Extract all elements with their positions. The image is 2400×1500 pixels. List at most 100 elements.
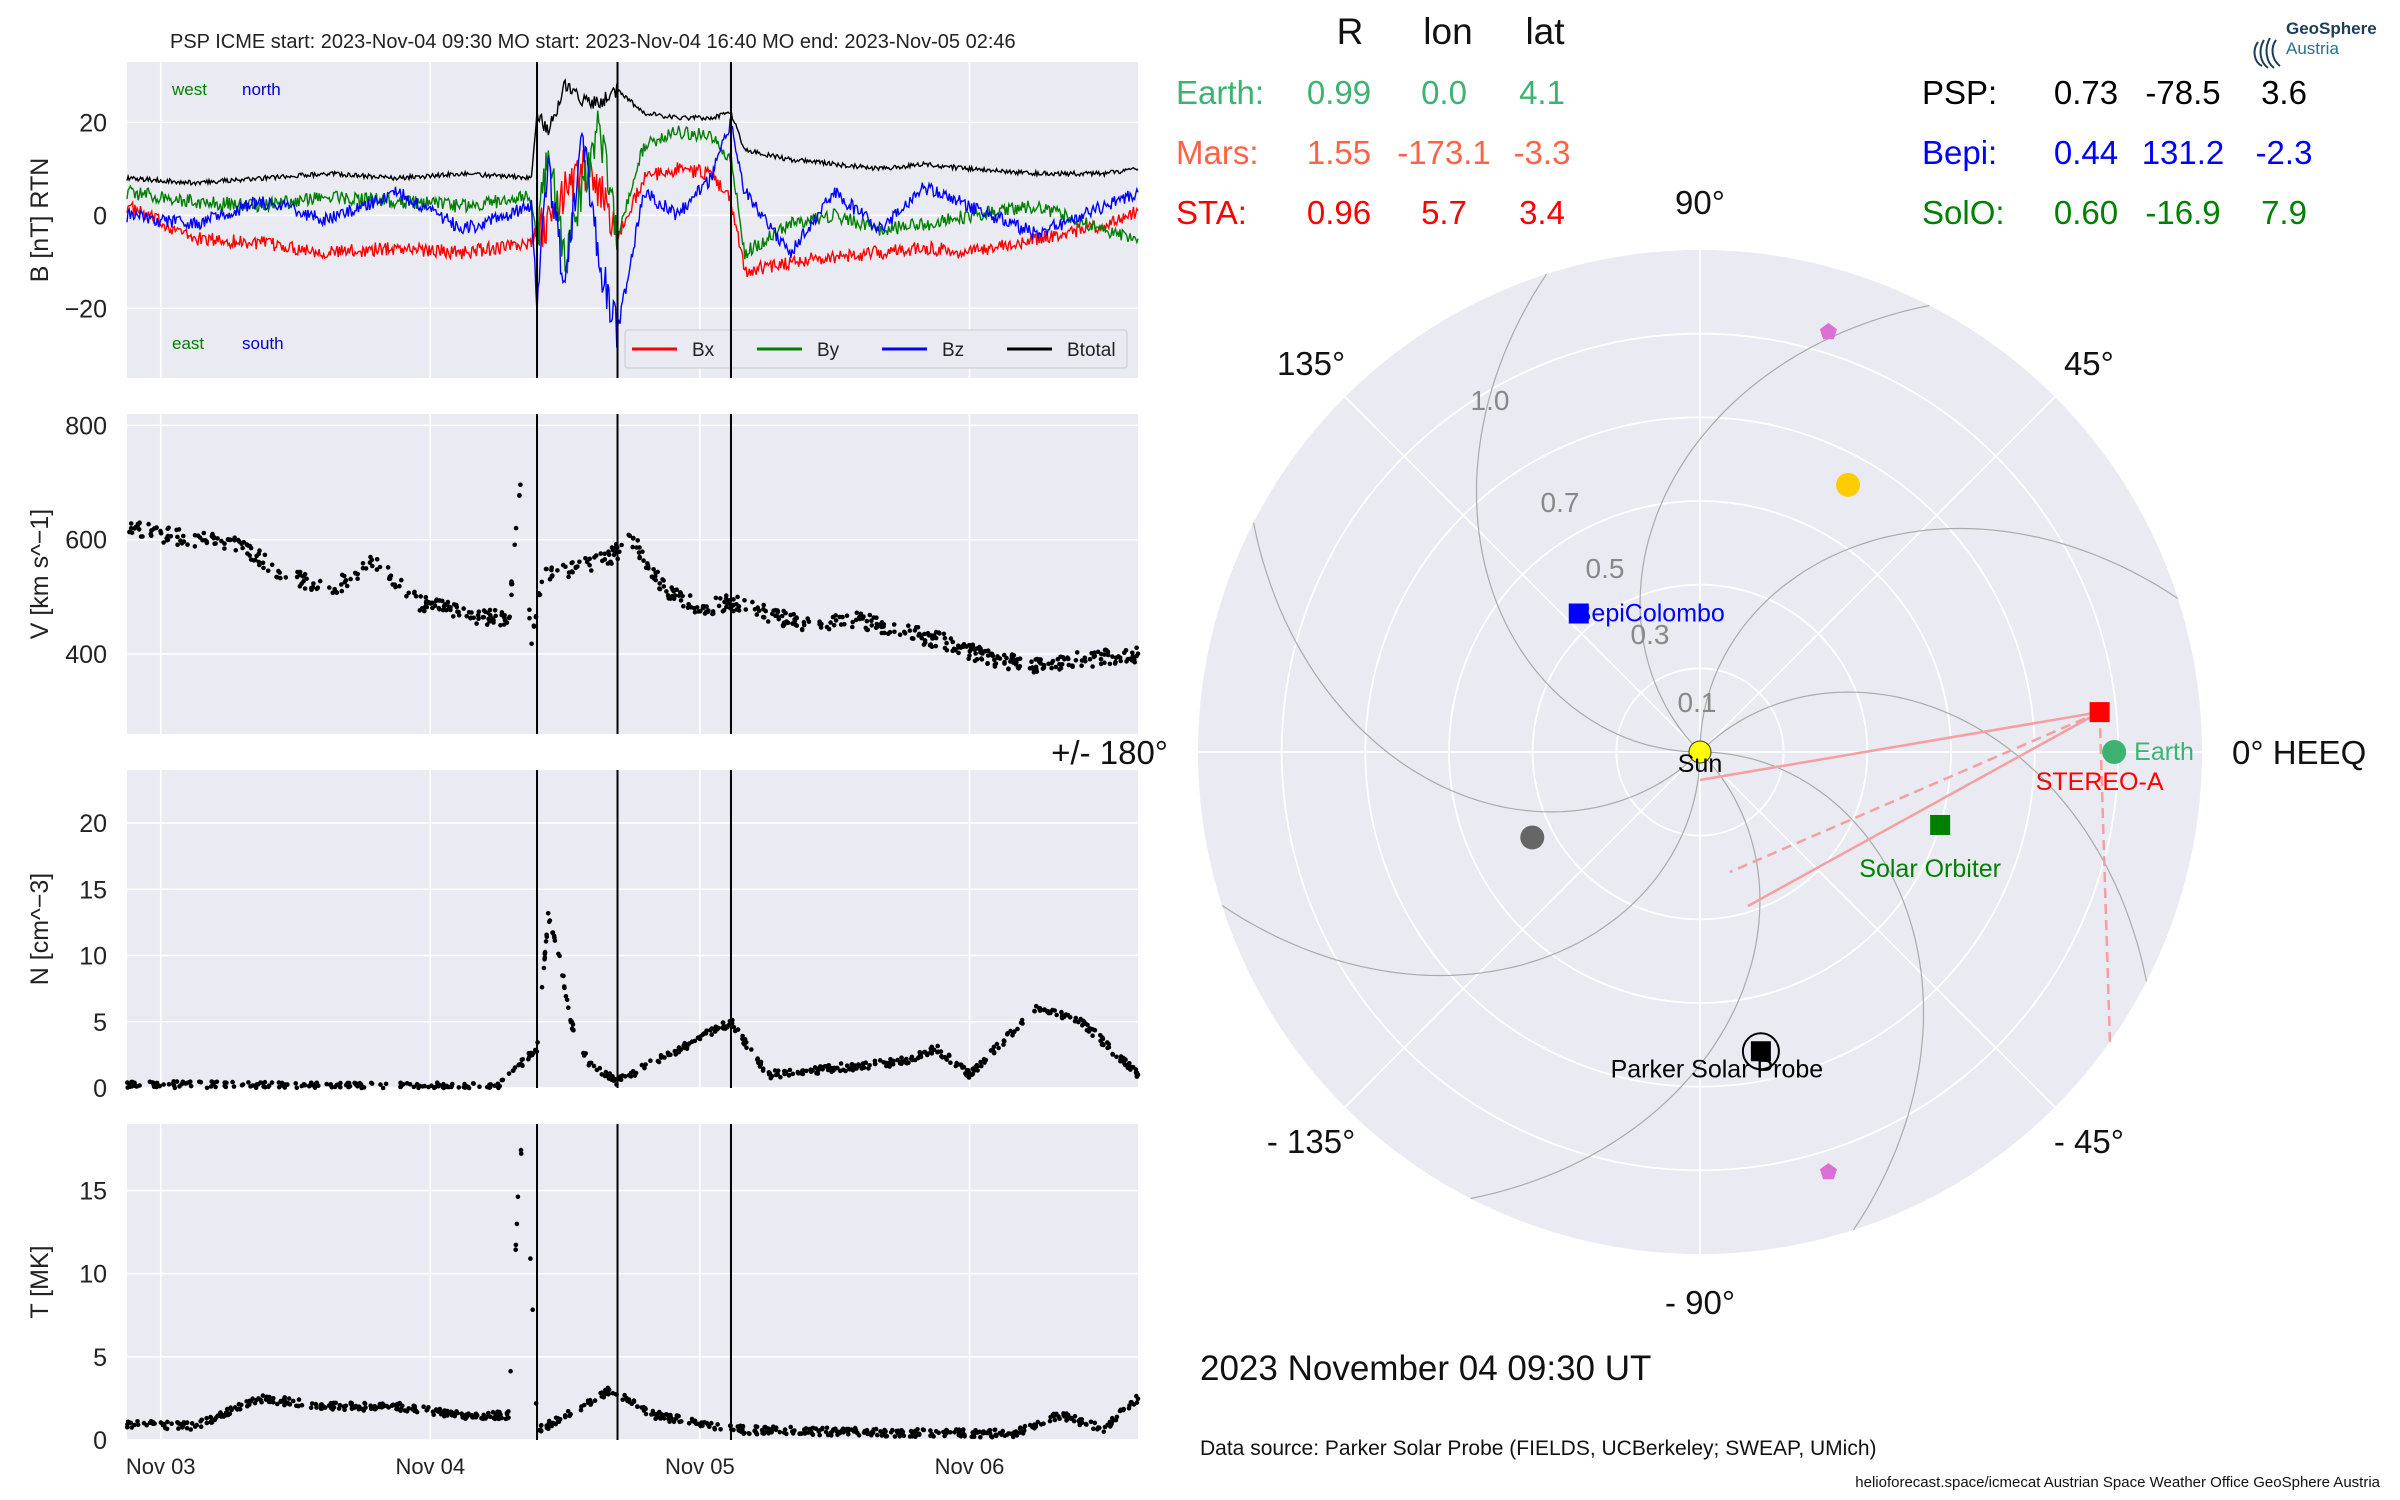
data-point — [828, 620, 833, 625]
data-point — [1035, 1419, 1041, 1425]
data-point — [790, 1071, 796, 1077]
data-point — [606, 552, 612, 558]
data-point — [626, 532, 631, 538]
data-point — [301, 578, 306, 584]
data-point — [1004, 655, 1009, 661]
data-point — [784, 1431, 789, 1437]
data-point — [653, 577, 658, 583]
data-point — [319, 1402, 324, 1407]
body-label: Earth — [2134, 738, 2194, 766]
data-point — [606, 1391, 611, 1396]
data-point — [1001, 1038, 1007, 1043]
data-point — [451, 602, 457, 607]
data-point — [280, 1083, 285, 1088]
data-point — [171, 1082, 177, 1088]
data-point — [788, 1424, 793, 1430]
data-point — [602, 557, 608, 562]
body-solar-orbiter: Solar Orbiter — [1859, 814, 2001, 883]
data-point — [1088, 1026, 1094, 1032]
data-point — [857, 614, 862, 620]
data-point — [721, 608, 727, 613]
data-point — [487, 607, 493, 613]
data-point — [184, 1425, 190, 1431]
data-point — [1100, 1036, 1106, 1042]
data-point — [831, 622, 837, 628]
table-row-right: PSP: 0.73 -78.5 3.6 — [1922, 74, 2307, 111]
data-point — [948, 1060, 953, 1065]
data-point — [339, 588, 345, 594]
data-point — [363, 1405, 368, 1410]
data-point — [1029, 659, 1034, 664]
data-point — [1125, 656, 1131, 662]
r-label: 0.7 — [1541, 487, 1580, 518]
data-point — [708, 1028, 713, 1033]
data-point — [897, 632, 903, 637]
marker-circle — [2102, 740, 2127, 764]
data-point — [632, 1073, 638, 1078]
data-point — [966, 656, 971, 661]
data-point — [841, 1430, 846, 1435]
data-point — [1102, 652, 1107, 657]
data-point — [766, 1070, 772, 1075]
data-point — [349, 1406, 355, 1412]
data-point — [687, 593, 693, 598]
data-point — [605, 561, 611, 566]
data-point — [678, 1047, 684, 1052]
data-point — [801, 622, 807, 628]
x-tick-label: Nov 04 — [395, 1454, 465, 1479]
data-point — [448, 607, 453, 613]
data-point — [500, 1077, 506, 1083]
data-point — [911, 1431, 917, 1437]
data-point — [334, 1082, 340, 1088]
data-point — [546, 1418, 552, 1424]
data-point — [956, 645, 961, 650]
logo-line2: Austria — [2286, 39, 2339, 58]
data-point — [1049, 665, 1054, 671]
data-point — [212, 541, 217, 546]
data-point — [246, 1080, 251, 1085]
data-point — [158, 531, 164, 536]
parker-spiral — [1221, 751, 1701, 977]
data-point — [761, 1431, 767, 1436]
y-tick-label: 10 — [79, 943, 107, 971]
data-point — [1068, 1415, 1073, 1421]
y-tick-label: −20 — [65, 295, 107, 323]
data-point — [461, 606, 467, 611]
theta-label: 90° — [1675, 184, 1725, 221]
data-point — [527, 1054, 532, 1059]
annotation-west: west — [171, 80, 207, 99]
data-point — [675, 1049, 681, 1055]
data-point — [1098, 656, 1104, 662]
data-point — [692, 1418, 698, 1424]
data-point — [671, 1419, 677, 1425]
data-point — [1008, 1028, 1013, 1034]
data-point — [474, 621, 479, 626]
data-point — [269, 562, 275, 568]
data-point — [480, 615, 486, 620]
data-point — [679, 1419, 684, 1424]
data-point — [1089, 650, 1094, 656]
data-point — [475, 613, 481, 618]
data-point — [160, 1422, 166, 1428]
data-point — [734, 602, 739, 607]
data-point — [1134, 1400, 1140, 1405]
body-stereo-a: STEREO-A — [2036, 702, 2164, 796]
data-point — [761, 602, 766, 608]
data-point — [411, 1084, 417, 1090]
body-bepicolombo: BepiColombo — [1568, 600, 1725, 628]
body-label: STEREO-A — [2036, 768, 2164, 796]
parker-spiral — [1252, 522, 1701, 813]
data-point — [328, 1400, 334, 1406]
data-point — [668, 1412, 673, 1418]
data-point — [235, 1407, 240, 1412]
data-point — [735, 1027, 741, 1032]
table-row-right: SolO: 0.60 -16.9 7.9 — [1922, 194, 2307, 231]
data-point — [1126, 1405, 1132, 1411]
parker-spiral — [1470, 751, 1761, 1200]
data-point — [985, 661, 990, 666]
data-point — [1066, 662, 1072, 668]
panel-3: 20 15 10 5 0 N [cm^−3] — [26, 770, 1141, 1103]
data-point — [1091, 1426, 1096, 1432]
data-point — [688, 605, 694, 610]
data-point — [933, 1429, 939, 1434]
